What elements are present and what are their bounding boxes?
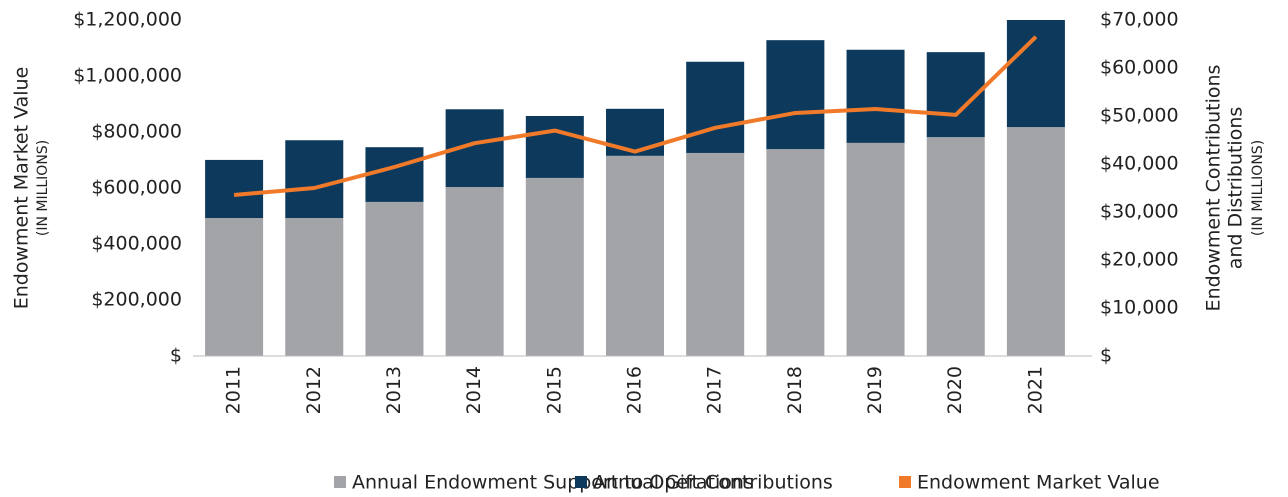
legend-swatch bbox=[575, 476, 587, 488]
y2-tick-label: $40,000 bbox=[1100, 153, 1179, 175]
x-tick-label: 2011 bbox=[223, 366, 245, 414]
y2-tick-label: $70,000 bbox=[1100, 9, 1179, 31]
bar bbox=[606, 108, 664, 156]
bar bbox=[766, 149, 825, 356]
bar bbox=[365, 201, 424, 356]
x-tick-label: 2018 bbox=[784, 366, 806, 414]
y-tick-label: $1,200,000 bbox=[73, 9, 182, 31]
x-tick-label: 2019 bbox=[864, 366, 886, 414]
bar bbox=[686, 61, 745, 153]
legend-swatch bbox=[334, 476, 346, 488]
bar bbox=[205, 218, 264, 356]
x-tick-label: 2021 bbox=[1024, 366, 1046, 414]
y-tick-label: $600,000 bbox=[91, 177, 182, 199]
bar bbox=[926, 137, 985, 356]
x-tick-label: 2014 bbox=[463, 366, 485, 414]
legend-label: Endowment Market Value bbox=[917, 472, 1160, 494]
y2-tick-label: $ bbox=[1100, 345, 1112, 367]
y-tick-label: $1,000,000 bbox=[73, 65, 182, 87]
legend-label: Annual Endowment Support to Operations bbox=[352, 472, 754, 494]
x-tick-label: 2016 bbox=[624, 366, 646, 414]
y2-tick-label: $20,000 bbox=[1100, 249, 1179, 271]
y-tick-label: $800,000 bbox=[91, 121, 182, 143]
bar bbox=[606, 155, 664, 356]
x-tick-label: 2020 bbox=[944, 366, 966, 414]
y-axis-title: Endowment Market Value bbox=[11, 67, 33, 310]
x-tick-label: 2017 bbox=[704, 366, 726, 414]
y-axis-subtitle: (IN MILLIONS) bbox=[35, 140, 51, 236]
y2-tick-label: $60,000 bbox=[1100, 57, 1179, 79]
bar bbox=[525, 177, 584, 356]
bar bbox=[285, 218, 344, 356]
bar bbox=[525, 116, 584, 178]
bar bbox=[846, 142, 905, 356]
bar bbox=[285, 140, 344, 218]
bar bbox=[445, 187, 504, 356]
x-tick-label: 2012 bbox=[303, 366, 325, 414]
line bbox=[233, 35, 1038, 197]
y-tick-label: $400,000 bbox=[91, 233, 182, 255]
bar bbox=[205, 159, 264, 218]
bar bbox=[365, 147, 424, 202]
y2-axis-title: Endowment Contributions bbox=[1203, 65, 1225, 312]
bar bbox=[1006, 127, 1065, 356]
y2-tick-label: $10,000 bbox=[1100, 297, 1179, 319]
y2-tick-label: $50,000 bbox=[1100, 105, 1179, 127]
bar bbox=[1006, 20, 1065, 128]
y-tick-label: $ bbox=[170, 345, 182, 367]
bar bbox=[766, 40, 825, 150]
y-tick-label: $200,000 bbox=[91, 289, 182, 311]
bar bbox=[846, 49, 905, 143]
legend-label: Annual Gift Contributions bbox=[593, 472, 833, 494]
x-tick-label: 2013 bbox=[383, 366, 405, 414]
y2-tick-label: $30,000 bbox=[1100, 201, 1179, 223]
y2-axis-title: and Distributions bbox=[1225, 107, 1247, 270]
y2-axis-subtitle: (IN MILLIONS) bbox=[1250, 140, 1266, 236]
x-tick-label: 2015 bbox=[543, 366, 565, 414]
legend-swatch bbox=[899, 476, 911, 488]
bar bbox=[686, 152, 745, 356]
